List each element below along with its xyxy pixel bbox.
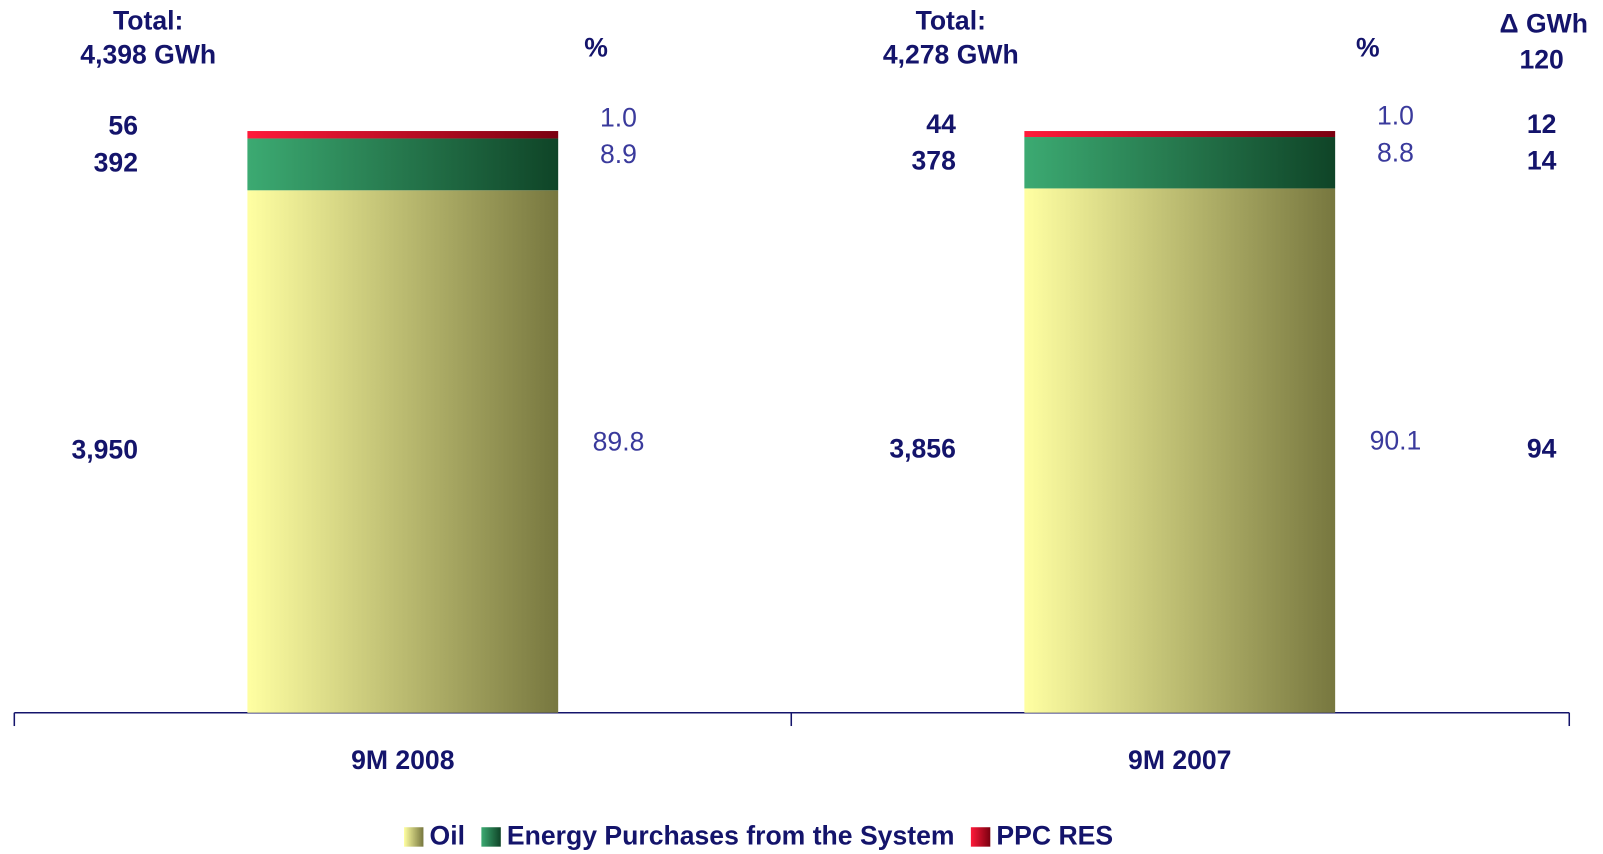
total-title: Total:	[916, 6, 986, 36]
delta-label: 94	[1527, 434, 1557, 464]
legend-swatch	[970, 827, 991, 847]
category-label: 9M 2007	[1128, 745, 1231, 775]
percent-header: %	[584, 32, 608, 62]
legend-swatch	[404, 827, 424, 847]
legend: Oil Energy Purchases from the System PPC R…	[404, 820, 1113, 850]
total-title: Total:	[113, 6, 183, 36]
total-label: 4,398 GWh	[80, 39, 216, 69]
delta-label: 14	[1527, 146, 1557, 176]
percent-label: 90.1	[1370, 425, 1422, 455]
value-label: 3,856	[889, 434, 956, 464]
value-label: 392	[94, 147, 138, 177]
percent-header: %	[1356, 32, 1380, 62]
category-label: 9M 2008	[351, 745, 454, 775]
delta-label: 12	[1527, 109, 1557, 139]
percent-label: 8.9	[600, 139, 637, 169]
bar-segment	[1024, 131, 1336, 138]
value-label: 44	[926, 109, 956, 139]
percent-label: 8.8	[1377, 138, 1414, 168]
bar-segment	[247, 131, 559, 139]
total-label: 4,278 GWh	[883, 39, 1019, 69]
value-label: 3,950	[71, 435, 138, 465]
value-label: 378	[912, 146, 956, 176]
bar-segment	[247, 138, 559, 191]
bar-segment	[1024, 188, 1336, 713]
legend-label: Energy Purchases from the System	[507, 820, 955, 850]
bar-segment	[247, 190, 559, 713]
delta-total: 120	[1519, 45, 1563, 75]
legend-swatch	[481, 827, 501, 847]
delta-title: Δ GWh	[1499, 9, 1587, 39]
legend-label: PPC RES	[996, 820, 1113, 850]
value-label: 56	[108, 111, 138, 141]
percent-label: 89.8	[593, 426, 645, 456]
percent-label: 1.0	[600, 102, 637, 132]
bar-segment	[1024, 137, 1336, 189]
legend-label: Oil	[430, 820, 465, 850]
percent-label: 1.0	[1377, 101, 1414, 131]
